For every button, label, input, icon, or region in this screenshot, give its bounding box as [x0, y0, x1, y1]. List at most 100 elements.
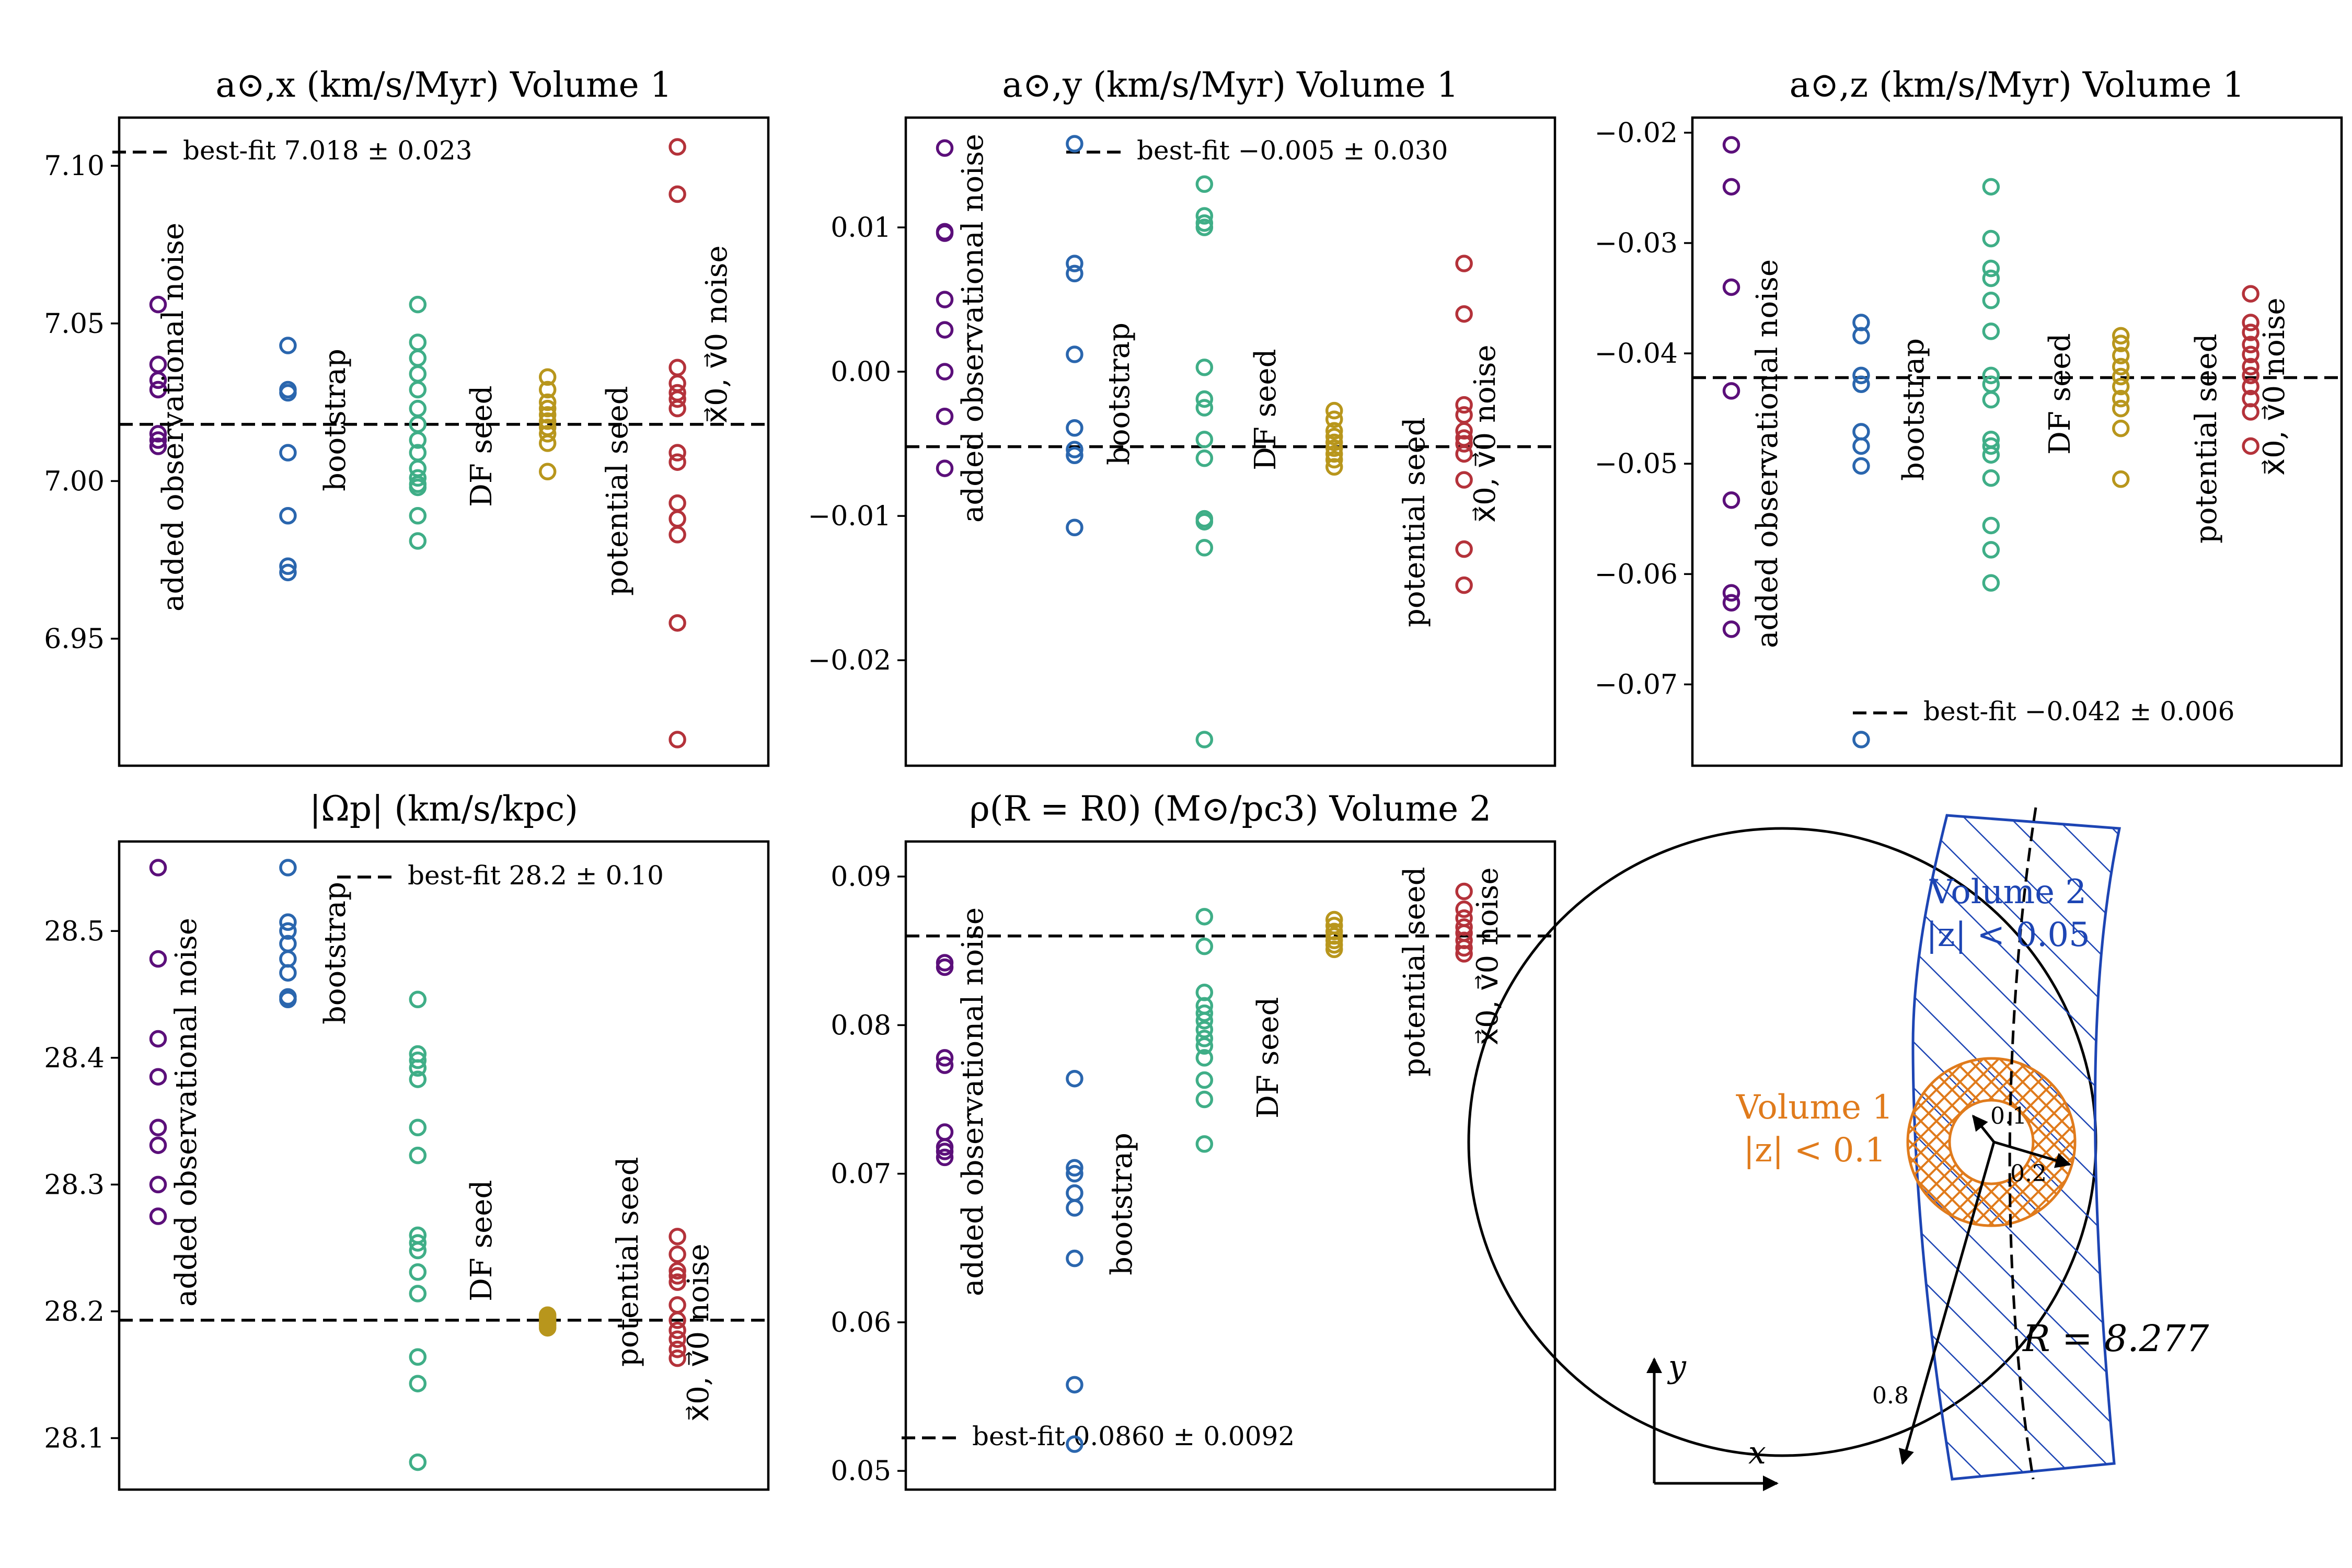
- x0-v0-noise-point: [668, 526, 686, 544]
- y-tick-label: −0.03: [1595, 228, 1678, 259]
- potential-seed-point: [2112, 399, 2130, 418]
- df-seed-point: [1982, 366, 2000, 385]
- axis-y-label: y: [1667, 1348, 1687, 1385]
- bootstrap-point: [1852, 731, 1870, 748]
- y-tick-label: −0.04: [1595, 338, 1678, 370]
- df-seed-point: [1195, 731, 1214, 748]
- obs-noise-point: [936, 224, 954, 242]
- axes-frame: [118, 840, 770, 1491]
- bootstrap-point: [279, 990, 297, 1009]
- obs-noise-point: [1722, 584, 1740, 602]
- bootstrap-point: [1066, 264, 1083, 283]
- potential-seed-point: [1325, 458, 1343, 476]
- obs-noise-point: [149, 1119, 167, 1136]
- obs-noise-point: [936, 291, 954, 308]
- y-tick-label: 28.2: [44, 1296, 105, 1328]
- bootstrap-point: [1852, 327, 1870, 345]
- x0-v0-noise-point: [2242, 437, 2259, 455]
- y-tick-label: −0.05: [1595, 448, 1678, 480]
- x0-v0-noise-label: x⃗0, v⃗0 noise: [700, 245, 734, 423]
- df-seed-point: [1195, 449, 1214, 467]
- df-seed-point: [1982, 229, 2000, 248]
- df-seed-label: DF seed: [465, 386, 499, 507]
- obs-noise-label: added observational noise: [156, 223, 190, 612]
- y-tick-label: 28.1: [44, 1423, 105, 1454]
- sun-dashed-line: [2008, 807, 2037, 1480]
- x0-v0-noise-point: [668, 444, 686, 462]
- potential-seed-point: [538, 425, 557, 443]
- legend-label: best-fit 0.0860 ± 0.0092: [972, 1421, 1295, 1451]
- df-seed-point: [409, 1348, 427, 1366]
- legend-label: best-fit −0.005 ± 0.030: [1137, 135, 1448, 166]
- df-seed-point: [1195, 1030, 1214, 1047]
- x0-v0-noise-label: x⃗0, v⃗0 noise: [1468, 344, 1502, 523]
- potential-seed-point: [1325, 910, 1343, 929]
- df-seed-point: [409, 1263, 427, 1281]
- df-seed-point: [1982, 269, 2000, 287]
- x0-v0-noise-point: [1455, 435, 1473, 453]
- bootstrap-point: [279, 922, 297, 940]
- df-seed-point: [409, 1146, 427, 1165]
- x0-v0-noise-point: [668, 731, 686, 748]
- df-seed-point: [409, 365, 427, 383]
- potential-seed-point: [2112, 367, 2130, 386]
- df-seed-point: [409, 1453, 427, 1471]
- obs-noise-point: [149, 381, 167, 399]
- df-seed-point: [1982, 259, 2000, 278]
- bootstrap-point: [1066, 1165, 1083, 1183]
- obs-noise-point: [149, 859, 167, 877]
- volume-diagram: Volume 2 |z| < 0.05 Volume 1 |z| < 0.1 0…: [1467, 807, 2209, 1491]
- y-tick-label: 0.09: [831, 861, 891, 893]
- y-tick-label: 0.00: [831, 356, 891, 388]
- df-seed-point: [1982, 469, 2000, 487]
- df-seed-point: [1982, 437, 2000, 455]
- x0-v0-noise-point: [1455, 422, 1473, 440]
- x0-v0-noise-point: [1455, 305, 1473, 323]
- df-seed-point: [1195, 1012, 1214, 1030]
- df-seed-point: [409, 1285, 427, 1302]
- obs-noise-point: [1722, 178, 1740, 196]
- potential-seed-point: [538, 368, 557, 386]
- obs-noise-point: [1722, 594, 1740, 612]
- potential-seed-label: potential seed: [601, 386, 635, 596]
- bootstrap-point: [1066, 1249, 1083, 1267]
- bootstrap-point: [1066, 345, 1083, 363]
- df-seed-point: [409, 1375, 427, 1392]
- df-seed-point: [1982, 178, 2000, 196]
- potential-seed-point: [538, 463, 557, 481]
- potential-seed-point: [2112, 377, 2130, 396]
- panel-a-z: a⊙,z (km/s/Myr) Volume 1 −0.02 −0.03 −0.04 −…: [1595, 65, 2343, 767]
- panel-title: |Ωp| (km/s/kpc): [309, 789, 578, 829]
- df-seed-point: [1982, 446, 2000, 464]
- bootstrap-point: [1066, 1199, 1083, 1217]
- obs-noise-point: [936, 459, 954, 477]
- x0-v0-noise-point: [668, 1246, 686, 1263]
- obs-noise-label: added observational noise: [169, 918, 203, 1307]
- x0-v0-noise-label: x⃗0, v⃗0 noise: [2257, 297, 2291, 476]
- df-seed-point: [409, 431, 427, 449]
- axes-frame: [1691, 116, 2343, 767]
- obs-noise-label: added observational noise: [956, 907, 990, 1296]
- obs-noise-point: [936, 1056, 954, 1074]
- bootstrap-point: [1066, 441, 1083, 458]
- obs-noise-point: [936, 1143, 954, 1160]
- potential-seed-point: [1325, 940, 1343, 959]
- obs-noise-point: [149, 425, 167, 443]
- obs-noise-point: [1722, 491, 1740, 509]
- bootstrap-point: [1066, 518, 1083, 536]
- bootstrap-point: [279, 964, 297, 982]
- df-seed-point: [1195, 513, 1214, 531]
- df-seed-point: [1982, 541, 2000, 559]
- df-seed-point: [409, 1070, 427, 1088]
- r-arrow-label: 0.8: [1872, 1382, 1909, 1409]
- y-tick-label: −0.02: [808, 645, 891, 676]
- potential-seed-point: [1325, 439, 1343, 457]
- obs-noise-point: [936, 958, 954, 976]
- axes-frame: [904, 840, 1557, 1491]
- x0-v0-noise-point: [1455, 255, 1473, 272]
- bootstrap-point: [1066, 1069, 1083, 1088]
- x0-v0-noise-point: [668, 1273, 686, 1291]
- x0-v0-noise-point: [2242, 336, 2259, 353]
- x0-v0-noise-point: [668, 1267, 686, 1285]
